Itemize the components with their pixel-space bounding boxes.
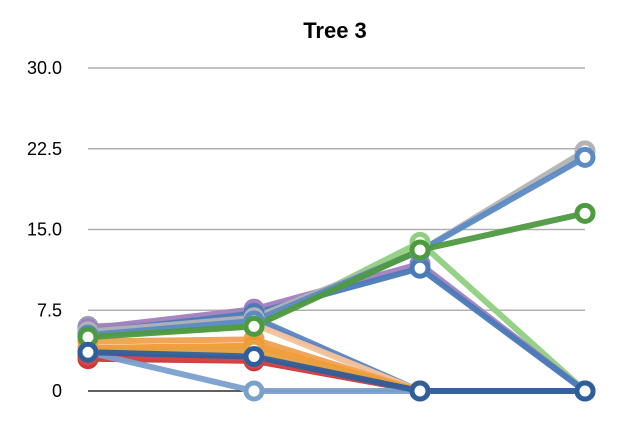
data-point bbox=[409, 380, 431, 402]
data-point bbox=[243, 346, 265, 368]
data-point bbox=[574, 146, 596, 168]
chart-title: Tree 3 bbox=[303, 18, 367, 43]
data-point bbox=[574, 202, 596, 224]
y-tick-label: 0 bbox=[52, 381, 62, 401]
data-point bbox=[574, 380, 596, 402]
series-line bbox=[85, 210, 588, 341]
y-tick-label: 22.5 bbox=[27, 139, 62, 159]
series-line bbox=[85, 154, 588, 339]
data-point bbox=[243, 315, 265, 337]
series-lines bbox=[85, 147, 588, 394]
data-point bbox=[409, 239, 431, 261]
y-axis-tick-labels: 0 7.5 15.0 22.5 30.0 bbox=[27, 58, 62, 401]
series-line bbox=[85, 349, 588, 394]
y-tick-label: 15.0 bbox=[27, 220, 62, 240]
series-line bbox=[85, 147, 588, 335]
data-point bbox=[243, 380, 265, 402]
data-point bbox=[409, 257, 431, 279]
data-point bbox=[77, 341, 99, 363]
series-points bbox=[77, 140, 596, 402]
y-tick-label: 7.5 bbox=[37, 300, 62, 320]
y-tick-label: 30.0 bbox=[27, 58, 62, 78]
